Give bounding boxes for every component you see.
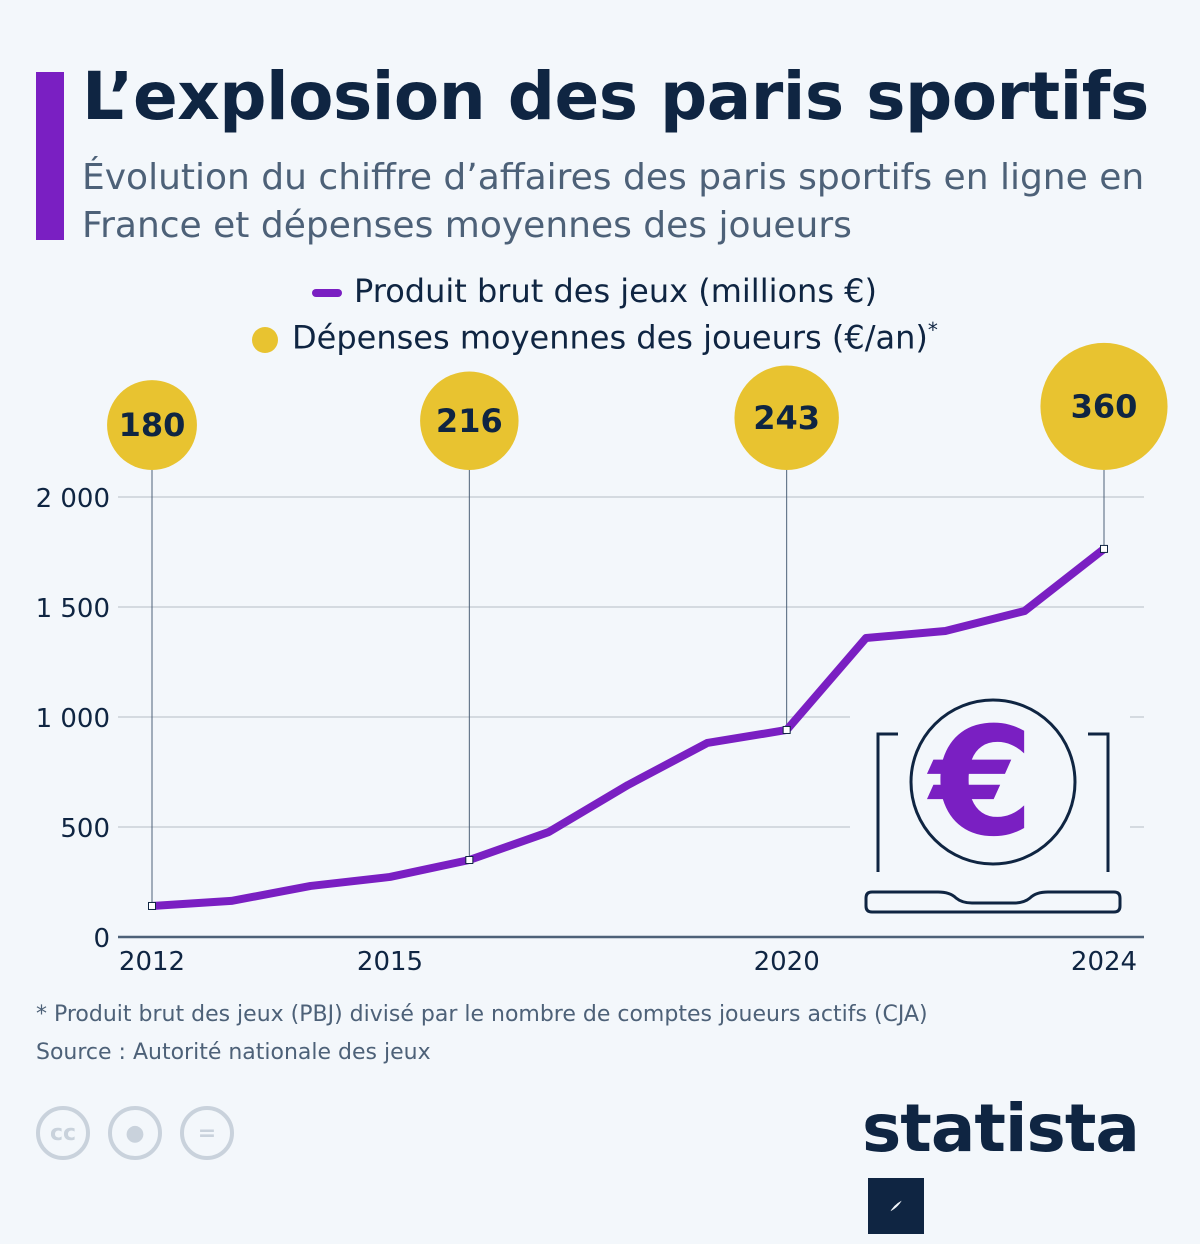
- x-tick-label: 2024: [1071, 947, 1137, 977]
- y-tick-label: 0: [93, 924, 110, 954]
- cc-icon-label: cc: [50, 1121, 76, 1146]
- x-tick-label: 2015: [357, 947, 423, 977]
- y-tick-label: 2 000: [36, 484, 110, 514]
- footnote: * Produit brut des jeux (PBJ) divisé par…: [36, 1002, 928, 1027]
- y-tick-label: 1 000: [36, 704, 110, 734]
- spending-bubble-label: 216: [436, 402, 503, 440]
- svg-text:€: €: [927, 696, 1034, 870]
- cc-icon: cc: [36, 1106, 90, 1160]
- x-tick-label: 2012: [119, 947, 185, 977]
- y-tick-label: 500: [60, 814, 110, 844]
- pbj-marker: [783, 726, 790, 733]
- x-tick-label: 2020: [754, 947, 820, 977]
- y-tick-label: 1 500: [36, 594, 110, 624]
- pbj-marker: [149, 902, 156, 909]
- attribution-icon: ●: [108, 1106, 162, 1160]
- line-chart: 0 500 1 000 1 500 2 000 2012 2015 2020 2024 € 18…: [0, 0, 1200, 1000]
- laptop-euro-icon: €: [850, 690, 1130, 920]
- pbj-marker: [1101, 545, 1108, 552]
- brand-name: statista: [862, 1090, 1139, 1167]
- statista-logo: statista: [862, 1090, 1200, 1244]
- spending-bubble-label: 180: [119, 406, 186, 444]
- pbj-marker: [466, 857, 473, 864]
- spending-bubble-label: 243: [753, 399, 820, 437]
- spending-bubble-label: 360: [1071, 387, 1138, 425]
- source: Source : Autorité nationale des jeux: [36, 1040, 431, 1065]
- statista-logo-mark: [866, 1176, 926, 1236]
- no-derivatives-icon: =: [180, 1106, 234, 1160]
